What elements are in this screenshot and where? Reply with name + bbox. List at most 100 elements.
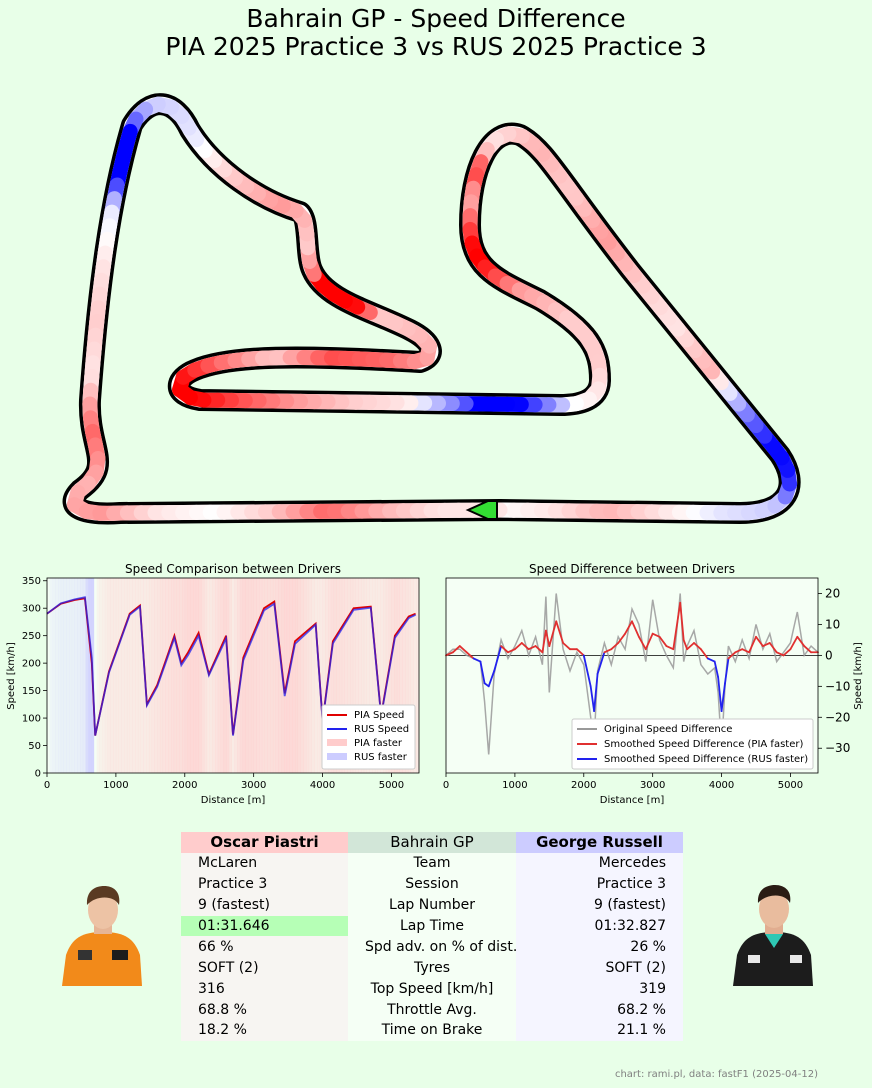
legend-pia-faster: PIA faster bbox=[354, 738, 403, 749]
smoothed-pia-faster-segment bbox=[665, 645, 675, 651]
pia-faster-band bbox=[182, 578, 186, 773]
pia-faster-band bbox=[231, 578, 235, 773]
smoothed-pia-faster-segment bbox=[458, 645, 468, 654]
speed-difference-plot: Speed Difference between Drivers 0 1000 20… bbox=[443, 562, 864, 806]
rus-faster-band bbox=[55, 578, 59, 773]
table-row: 316 Top Speed [km/h] 319 bbox=[181, 978, 683, 1000]
pia-faster-band bbox=[394, 578, 398, 773]
x-tick-label: 5000 bbox=[379, 780, 404, 791]
pia-faster-band bbox=[217, 578, 221, 773]
pia-faster-band bbox=[173, 578, 177, 773]
legend-rus-faster-swatch bbox=[327, 753, 347, 760]
speed-comparison-plot: Speed Comparison between Drivers 0 1000 20… bbox=[6, 562, 420, 806]
pia-faster-band bbox=[308, 578, 312, 773]
smoothed-rus-faster-segment bbox=[593, 673, 599, 712]
pia-faster-band bbox=[292, 578, 296, 773]
smoothed-pia-faster-segment bbox=[734, 648, 744, 654]
pia-faster-band bbox=[259, 578, 263, 773]
table-row: McLaren Team Mercedes bbox=[181, 852, 683, 874]
pia-faster-band bbox=[113, 578, 117, 773]
y-tick-label: −10 bbox=[825, 679, 850, 693]
pia-faster-band bbox=[126, 578, 130, 773]
pia-faster-band bbox=[303, 578, 307, 773]
smoothed-pia-faster-segment bbox=[520, 642, 530, 651]
smoothed-pia-faster-segment bbox=[693, 642, 702, 651]
smoothed-pia-faster-segment bbox=[679, 601, 685, 641]
smoothed-pia-faster-segment bbox=[775, 651, 785, 657]
smoothed-pia-faster-segment bbox=[617, 632, 627, 644]
pia-faster-band bbox=[383, 578, 387, 773]
pia-faster-band bbox=[157, 578, 161, 773]
smoothed-rus-faster-segment bbox=[589, 685, 596, 712]
smoothed-pia-faster-segment bbox=[658, 635, 668, 647]
pia-faster-band bbox=[363, 578, 367, 773]
pia-faster-band bbox=[405, 578, 409, 773]
right-value: 01:32.827 bbox=[516, 915, 683, 937]
pia-faster-band bbox=[135, 578, 139, 773]
rus-faster-band bbox=[82, 578, 86, 773]
pia-faster-band bbox=[264, 578, 268, 773]
rus-faster-band bbox=[77, 578, 81, 773]
smoothed-pia-faster-segment bbox=[562, 642, 571, 651]
table-row: 01:31.646 Lap Time 01:32.827 bbox=[181, 915, 683, 937]
pia-faster-band bbox=[176, 578, 180, 773]
smoothed-pia-faster-segment bbox=[548, 620, 558, 647]
x-tick-label: 4000 bbox=[310, 780, 335, 791]
smoothed-pia-faster-segment bbox=[544, 629, 551, 647]
smoothed-pia-faster-segment bbox=[686, 642, 695, 651]
pia-faster-band bbox=[250, 578, 254, 773]
pia-faster-band bbox=[369, 578, 373, 773]
russell-portrait bbox=[733, 885, 813, 986]
pia-faster-band bbox=[220, 578, 224, 773]
y-tick-label: 150 bbox=[22, 686, 41, 697]
pia-faster-band bbox=[295, 578, 299, 773]
pia-faster-band bbox=[300, 578, 304, 773]
track-surface bbox=[66, 96, 797, 521]
smoothed-pia-faster-segment bbox=[768, 642, 778, 654]
smoothed-pia-faster-segment bbox=[624, 620, 633, 635]
smoothed-rus-faster-segment bbox=[720, 682, 726, 712]
smoothed-pia-faster-segment bbox=[603, 648, 613, 654]
speed-comparison-frame bbox=[46, 577, 420, 774]
chart-title-line-2: PIA 2025 Practice 3 vs RUS 2025 Practice… bbox=[165, 32, 707, 61]
pia-faster-band bbox=[402, 578, 406, 773]
pia-faster-band bbox=[341, 578, 345, 773]
smoothed-rus-faster-segment bbox=[479, 660, 486, 685]
legend-smoothed-pia: Smoothed Speed Difference (PIA faster) bbox=[604, 739, 803, 750]
pia-faster-band bbox=[355, 578, 359, 773]
table-header-row: Oscar Piastri Bahrain GP George Russell bbox=[181, 832, 683, 853]
right-value: 68.2 % bbox=[516, 999, 683, 1021]
pia-faster-band bbox=[193, 578, 197, 773]
right-value: 319 bbox=[516, 978, 683, 1000]
table-row: 9 (fastest) Lap Number 9 (fastest) bbox=[181, 894, 683, 916]
pia-faster-band bbox=[102, 578, 106, 773]
left-value: 316 bbox=[181, 978, 348, 1000]
table-row: 68.8 % Throttle Avg. 68.2 % bbox=[181, 999, 683, 1021]
rus-faster-band bbox=[69, 578, 73, 773]
pia-faster-band bbox=[137, 578, 141, 773]
left-value: SOFT (2) bbox=[181, 957, 348, 979]
y-tick-label: 100 bbox=[22, 714, 41, 725]
event-name: Bahrain GP bbox=[348, 832, 516, 853]
left-value: 18.2 % bbox=[181, 1020, 348, 1041]
pia-faster-band bbox=[350, 578, 354, 773]
pia-faster-band bbox=[154, 578, 158, 773]
legend-pia-speed: PIA Speed bbox=[354, 710, 404, 721]
smoothed-pia-faster-segment bbox=[741, 648, 751, 654]
smoothed-rus-faster-segment bbox=[582, 654, 592, 688]
pia-faster-band bbox=[237, 578, 241, 773]
x-tick-label: 1000 bbox=[103, 780, 128, 791]
table-row: 66 % Spd adv. on % of dist. 26 % bbox=[181, 936, 683, 958]
row-label: Lap Number bbox=[348, 894, 516, 916]
pia-faster-band bbox=[267, 578, 271, 773]
rus-faster-band bbox=[88, 578, 92, 773]
rus-faster-band bbox=[85, 578, 89, 773]
pia-faster-band bbox=[151, 578, 155, 773]
pia-faster-band bbox=[212, 578, 216, 773]
pia-faster-band bbox=[388, 578, 392, 773]
pia-faster-band bbox=[314, 578, 318, 773]
legend-pia-faster-swatch bbox=[327, 739, 347, 746]
pia-faster-band bbox=[124, 578, 128, 773]
row-label: Top Speed [km/h] bbox=[348, 978, 516, 1000]
pia-faster-band bbox=[204, 578, 208, 773]
